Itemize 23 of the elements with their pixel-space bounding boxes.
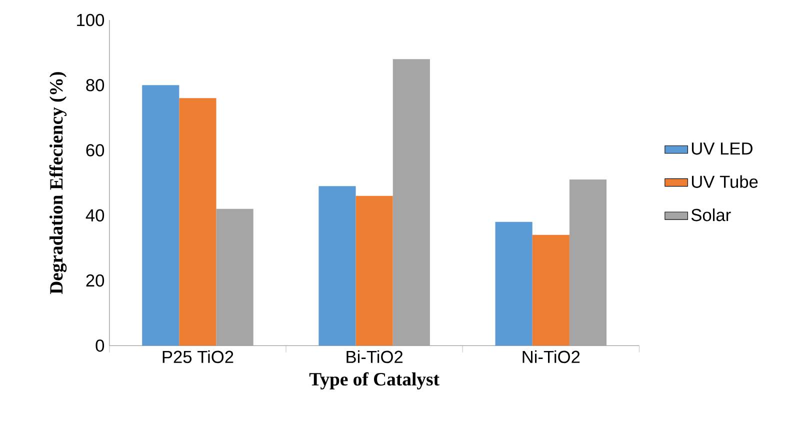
x-axis-title: Type of Catalyst: [309, 372, 440, 390]
x-tick-label: Ni-TiO2: [522, 350, 580, 364]
bar: [142, 85, 180, 346]
y-tick-label: 40: [86, 209, 104, 222]
bar: [356, 196, 393, 346]
x-tick-label: Bi-TiO2: [346, 350, 403, 364]
y-tick-label: 60: [86, 144, 104, 157]
legend-label: Solar: [691, 208, 731, 222]
bar: [392, 59, 430, 346]
y-axis-title: Degradation Effeciency (%): [49, 72, 67, 294]
legend-label: UV LED: [692, 142, 752, 155]
bar: [569, 180, 607, 346]
bar: [495, 222, 532, 346]
y-tick-label: 0: [96, 340, 104, 352]
bar: [179, 98, 216, 346]
y-tick-label: 20: [86, 274, 104, 287]
bar: [318, 186, 356, 346]
x-tick-label: P25 TiO2: [162, 350, 234, 364]
y-tick-label: 100: [77, 14, 104, 26]
bar: [216, 209, 254, 346]
bar: [532, 235, 570, 346]
y-tick-label: 80: [86, 79, 104, 92]
legend-label: UV Tube: [692, 175, 758, 188]
